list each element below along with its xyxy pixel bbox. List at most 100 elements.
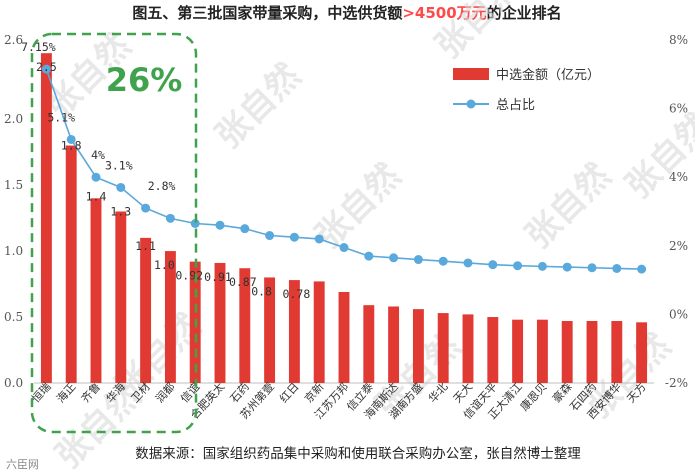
bar xyxy=(164,251,176,383)
bar xyxy=(140,237,152,383)
line-point xyxy=(438,256,448,266)
bar xyxy=(65,145,77,383)
bar xyxy=(363,305,375,383)
bar-data-label: 1.8 xyxy=(61,139,82,153)
bar xyxy=(239,268,251,383)
line-data-label: 7.15% xyxy=(21,40,56,54)
bar-data-label: 1.4 xyxy=(86,189,107,203)
line-point xyxy=(190,219,200,229)
y-right-tick-label: 4% xyxy=(669,170,688,184)
line-data-label: 2.8% xyxy=(148,179,176,193)
callout-percentage: 26% xyxy=(106,61,183,99)
watermark-text: 张自然 xyxy=(618,106,695,206)
bar-series xyxy=(40,53,648,383)
bar xyxy=(264,277,276,383)
bar-data-label: 0.8 xyxy=(251,284,272,298)
source-note: 数据来源：国家组织药品集中采购和使用联合采购办公室，张自然博士整理 xyxy=(135,445,581,462)
y-left-tick-label: 1.5 xyxy=(4,178,23,192)
bar-data-label: 1.1 xyxy=(135,239,156,253)
bar xyxy=(561,320,573,383)
bar-data-label: 0.78 xyxy=(283,287,311,301)
bar xyxy=(40,53,52,383)
line-point xyxy=(612,263,622,273)
y-left-tick-label: 0.0 xyxy=(4,376,23,390)
line-point xyxy=(141,203,151,213)
y-right-tick-label: 8% xyxy=(669,33,688,47)
line-point xyxy=(314,234,324,244)
bar xyxy=(313,281,325,383)
bar xyxy=(288,280,300,383)
y-right-tick-label: 2% xyxy=(669,239,688,253)
line-data-label: 4% xyxy=(91,148,105,162)
bar-data-label: 0.91 xyxy=(204,270,232,284)
line-point xyxy=(463,258,473,268)
line-series xyxy=(41,64,647,274)
bar xyxy=(437,313,449,383)
bar-data-label: 1.3 xyxy=(110,205,131,219)
legend: 中选金额（亿元） 总占比 xyxy=(453,67,600,113)
bar xyxy=(388,306,400,383)
watermark-text: 张自然 xyxy=(308,156,408,256)
category-label: 康恩贝 xyxy=(517,380,549,414)
line-point xyxy=(637,264,647,274)
chart-title-highlight: >4500万元 xyxy=(402,4,486,22)
bar xyxy=(90,198,102,383)
logo-text: 六臣网 xyxy=(6,458,39,471)
line-point xyxy=(240,224,250,234)
line-point xyxy=(513,261,523,271)
bar-data-label: 0.87 xyxy=(229,275,257,289)
line-point xyxy=(587,263,597,273)
y-left-tick-label: 0.5 xyxy=(4,310,23,324)
y-left-tick-label: 2.0 xyxy=(4,112,23,126)
legend-label-bar: 中选金额（亿元） xyxy=(496,67,600,83)
bar-data-label: 1.0 xyxy=(154,258,175,272)
y-right-tick-label: -2% xyxy=(665,376,688,390)
bar xyxy=(586,320,598,383)
line-point xyxy=(364,251,374,261)
legend-swatch-marker xyxy=(466,99,476,109)
data-labels: 2.5 1.8 1.41.3 1.1 1.00.92 0.910.870.8 0.78 7.1… xyxy=(21,40,310,301)
bar xyxy=(338,291,350,383)
chart-title: 图五、第三批国家带量采购，中选供货额>4500万元的企业排名 xyxy=(132,4,561,22)
line-point xyxy=(116,182,126,192)
bar xyxy=(487,317,499,383)
bar xyxy=(636,322,648,383)
bar-data-label: 2.5 xyxy=(36,60,57,74)
highlight-box xyxy=(30,32,198,434)
bar xyxy=(214,262,226,383)
line-point xyxy=(215,220,225,230)
line-point xyxy=(537,261,547,271)
line-point xyxy=(91,172,101,182)
y-left-tick-label: 1.0 xyxy=(4,244,23,258)
bar xyxy=(536,319,548,383)
bar xyxy=(462,314,474,383)
line-point xyxy=(165,213,175,223)
line-point xyxy=(488,260,498,270)
line-point xyxy=(339,243,349,253)
chart-title-part2: 的企业排名 xyxy=(487,4,562,22)
line-point xyxy=(265,231,275,241)
bar xyxy=(611,320,623,383)
bar xyxy=(412,309,424,383)
chart-title-part1: 图五、第三批国家带量采购，中选供货额 xyxy=(132,4,402,22)
y-right-tick-label: 0% xyxy=(669,307,688,321)
bar-data-label: 0.92 xyxy=(175,269,203,283)
line-data-label: 5.1% xyxy=(47,110,75,124)
line-point xyxy=(66,134,76,144)
legend-swatch-bar xyxy=(453,68,489,80)
bar xyxy=(512,319,524,383)
watermark-text: 张自然 xyxy=(208,56,308,156)
y-left-tick-label: 2.6 xyxy=(4,33,23,47)
line-point xyxy=(562,262,572,272)
line-point xyxy=(41,64,51,74)
bar xyxy=(115,211,127,383)
axes: 0.0 0.5 1.0 1.5 2.0 2.6 -2% 0% 2% 4% 6% 8% xyxy=(4,33,688,390)
line-point xyxy=(389,253,399,263)
line-point xyxy=(289,232,299,242)
category-label: 红日 xyxy=(277,380,301,405)
watermark-text: 张自然 xyxy=(518,156,618,256)
legend-label-line: 总占比 xyxy=(496,98,535,113)
y-right-tick-label: 6% xyxy=(669,102,688,116)
line-point xyxy=(413,255,423,265)
